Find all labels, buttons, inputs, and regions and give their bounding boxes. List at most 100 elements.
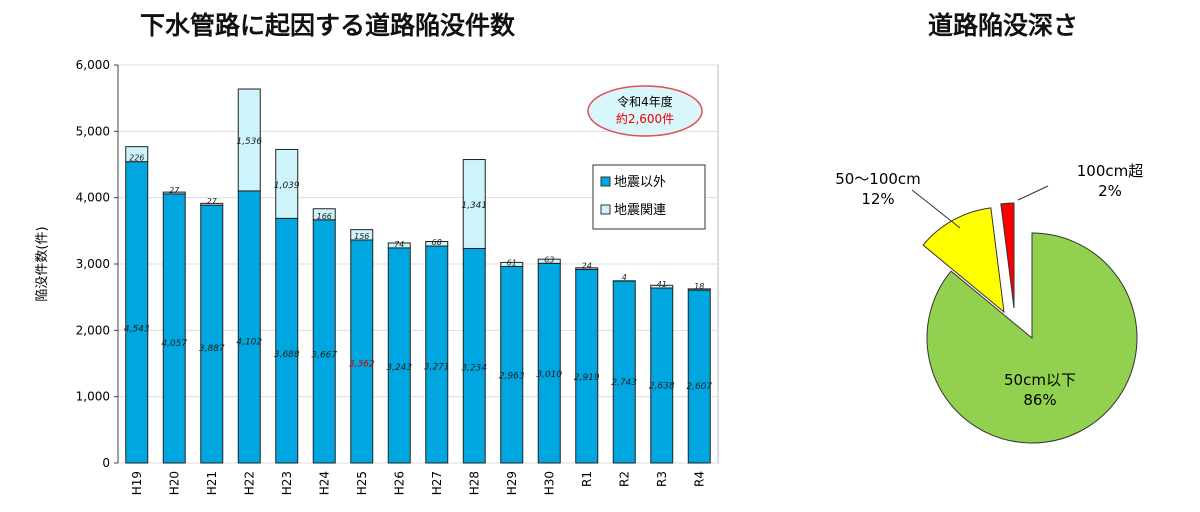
- data-label: 63: [544, 255, 554, 264]
- data-label: 2,963: [499, 372, 525, 382]
- bar-quake: [162, 191, 186, 195]
- x-tick-label: R4: [692, 471, 706, 487]
- bar-nonquake: [350, 239, 374, 464]
- data-label: 68: [432, 238, 442, 247]
- bar-quake: [200, 202, 224, 206]
- callout-ellipse: [587, 85, 703, 137]
- y-tick-label: 4,000: [76, 191, 110, 205]
- y-tick-label: 0: [102, 456, 110, 470]
- data-label: 18: [694, 282, 704, 291]
- x-tick-label: R2: [617, 471, 631, 487]
- x-tick-label: H23: [280, 471, 294, 495]
- pie-chart-title: 道路陥没深さ: [928, 11, 1079, 40]
- data-label: 74: [394, 240, 404, 249]
- bar-quake: [575, 267, 599, 270]
- pie-label: 50cm以下: [1004, 371, 1076, 389]
- data-label: 2,919: [574, 373, 600, 383]
- bar-chart-title: 下水管路に起因する道路陥没件数: [140, 11, 516, 40]
- callout-line2: 約2,600件: [616, 111, 674, 126]
- bar-nonquake: [575, 268, 599, 464]
- bar-nonquake: [687, 289, 711, 464]
- bar-quake: [387, 242, 411, 249]
- y-tick-label: 3,000: [76, 257, 110, 271]
- bar-quake: [275, 148, 299, 219]
- data-label: 4,543: [124, 324, 150, 334]
- data-label: 41: [657, 280, 667, 289]
- legend-label: 地震関連: [614, 203, 666, 218]
- callout-line1: 令和4年度: [617, 94, 673, 109]
- data-label: 226: [129, 154, 144, 163]
- legend: [592, 164, 706, 230]
- y-tick-label: 2,000: [76, 323, 110, 337]
- data-label: 1,341: [461, 201, 487, 211]
- bar-nonquake: [612, 280, 636, 464]
- bar-quake: [350, 229, 374, 241]
- legend-label: 地震以外: [614, 175, 666, 190]
- pie-pct: 2%: [1098, 182, 1122, 200]
- bar-nonquake: [537, 262, 561, 464]
- bar-quake: [462, 159, 486, 249]
- bar-nonquake: [312, 219, 336, 464]
- data-label: 61: [507, 258, 517, 267]
- data-label: 1,039: [274, 181, 300, 191]
- bar-nonquake: [237, 190, 261, 464]
- bar-nonquake: [162, 193, 186, 464]
- data-label: 4,102: [236, 338, 262, 348]
- bar-nonquake: [387, 247, 411, 464]
- x-tick-label: H20: [167, 471, 181, 495]
- data-label: 3,688: [274, 350, 300, 360]
- bar-nonquake: [650, 287, 674, 464]
- pie-label: 50～100cm: [835, 170, 921, 188]
- x-tick-label: H24: [317, 471, 331, 495]
- x-tick-label: H27: [430, 471, 444, 495]
- leader-line: [911, 189, 961, 229]
- x-tick-label: H28: [467, 471, 481, 495]
- bar-quake: [537, 258, 561, 264]
- y-tick-label: 6,000: [76, 58, 110, 72]
- x-tick-label: R1: [580, 471, 594, 487]
- bar-quake: [425, 241, 449, 247]
- x-tick-label: H21: [205, 471, 219, 495]
- data-label: 3,010: [536, 370, 562, 380]
- data-label: 3,362: [349, 360, 375, 370]
- bar-nonquake: [125, 161, 149, 464]
- data-label: 3,234: [461, 363, 487, 373]
- y-axis-label: 陥没件数(件): [35, 226, 50, 301]
- bar-quake: [125, 146, 149, 163]
- leader-line: [1017, 185, 1049, 201]
- data-label: 166: [317, 212, 332, 221]
- data-label: 3,667: [311, 351, 337, 361]
- data-label: 4: [622, 273, 627, 282]
- bar-nonquake: [275, 217, 299, 464]
- bar-nonquake: [425, 245, 449, 464]
- x-tick-label: H19: [130, 471, 144, 495]
- legend-swatch: [600, 176, 611, 187]
- data-label: 156: [354, 232, 369, 241]
- pie-slice: [922, 207, 1005, 314]
- x-tick-label: H29: [505, 471, 519, 495]
- bar-quake: [237, 88, 261, 192]
- data-label: 4,057: [161, 339, 187, 349]
- data-label: 2,607: [686, 382, 712, 392]
- data-label: 27: [207, 197, 218, 206]
- bar-quake: [500, 261, 524, 267]
- y-tick-label: 5,000: [76, 124, 110, 138]
- data-label: 3,243: [386, 363, 412, 373]
- x-tick-label: H26: [392, 471, 406, 495]
- data-label: 2,638: [649, 381, 675, 391]
- x-tick-label: H22: [242, 471, 256, 495]
- bar-quake: [687, 288, 711, 291]
- data-label: 24: [582, 261, 592, 270]
- y-tick-label: 1,000: [76, 390, 110, 404]
- x-tick-label: H25: [355, 471, 369, 495]
- data-label: 27: [169, 186, 180, 195]
- data-label: 2,743: [611, 378, 637, 388]
- data-label: 1,536: [236, 137, 262, 147]
- pie-slice: [926, 232, 1138, 444]
- pie-label: 100cm超: [1077, 162, 1144, 180]
- bar-nonquake: [500, 265, 524, 464]
- data-label: 3,271: [424, 362, 450, 372]
- bar-quake: [650, 284, 674, 289]
- x-tick-label: R3: [655, 471, 669, 487]
